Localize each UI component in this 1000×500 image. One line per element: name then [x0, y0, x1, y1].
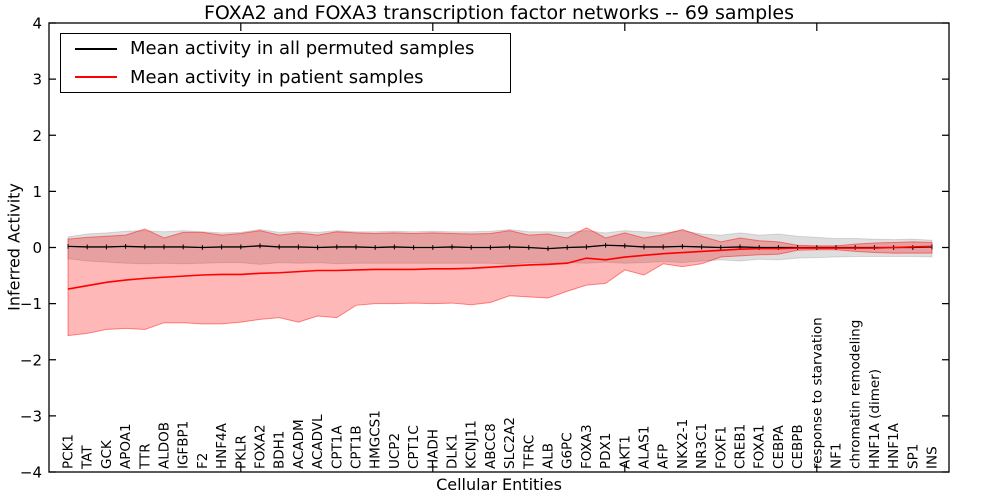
y-tick-label: 2	[32, 127, 42, 145]
x-category-label: HNF4A	[214, 422, 230, 469]
x-category-label: NR3C1	[694, 423, 710, 469]
patient-mean-line	[67, 245, 933, 290]
y-tick-label: 4	[32, 15, 42, 33]
x-category-label: TFRC	[521, 435, 537, 470]
legend-item-patient: Mean activity in patient samples	[61, 63, 510, 91]
axis-ticks	[49, 22, 949, 473]
x-category-label: HNF1A	[886, 422, 902, 469]
x-category-label: FOXA1	[752, 424, 768, 469]
x-category-label: CPT1A	[329, 425, 345, 469]
x-category-label: chromatin remodeling	[848, 320, 864, 469]
x-category-label: PKLR	[233, 435, 249, 469]
x-category-label: UCP2	[387, 433, 403, 469]
y-tick-label: −1	[20, 295, 42, 313]
x-category-label: AKT1	[617, 435, 633, 469]
y-tick-label: −3	[20, 407, 42, 425]
x-category-label: SP1	[905, 444, 921, 469]
x-category-label: SLC2A2	[502, 417, 518, 469]
x-category-label: NF1	[829, 443, 845, 469]
x-category-label: FOXA2	[253, 424, 269, 469]
x-category-label: KCNJ11	[464, 420, 480, 469]
y-tick-label: −2	[20, 351, 42, 369]
x-category-label: IGFBP1	[176, 421, 192, 469]
x-category-label: PDX1	[598, 433, 614, 469]
x-category-label: ALDOB	[157, 422, 173, 469]
x-category-label: DLK1	[445, 434, 461, 469]
x-category-label: HADH	[425, 429, 441, 469]
x-category-label: PCK1	[61, 434, 77, 469]
x-category-label: ABCC8	[483, 423, 499, 469]
patient-line-swatch	[75, 76, 117, 79]
x-category-label: TAT	[80, 445, 96, 470]
x-category-label: GCK	[99, 439, 115, 469]
x-category-label: CREB1	[733, 424, 749, 469]
legend-item-permuted: Mean activity in all permuted samples	[61, 35, 510, 63]
x-category-label: FOXF1	[713, 426, 729, 469]
x-category-label: response to starvation	[809, 317, 825, 469]
y-tick-label: 0	[32, 239, 42, 257]
x-category-label: BDH1	[272, 431, 288, 469]
permuted-line-swatch	[75, 47, 117, 50]
y-tick-label: −4	[20, 464, 42, 482]
x-category-label: AFP	[656, 444, 672, 469]
y-tick-label: 1	[32, 183, 42, 201]
legend-box: Mean activity in all permuted samples Me…	[60, 33, 511, 93]
x-category-label: TTR	[137, 443, 153, 470]
x-category-label: CPT1C	[406, 425, 422, 469]
x-category-label: ALB	[541, 443, 557, 469]
x-category-label: ACADM	[291, 419, 307, 469]
x-category-label: HMGCS1	[368, 410, 384, 469]
x-category-label: CEBPA	[771, 425, 787, 469]
x-category-label: F2	[195, 453, 211, 469]
x-category-label: ALAS1	[637, 426, 653, 469]
legend-label-permuted: Mean activity in all permuted samples	[130, 38, 475, 60]
permuted-mean-line	[67, 244, 933, 250]
x-category-label: APOA1	[118, 423, 134, 469]
x-category-label: INS	[925, 446, 941, 469]
legend-label-patient: Mean activity in patient samples	[130, 66, 424, 88]
chart-title: FOXA2 and FOXA3 transcription factor net…	[203, 2, 795, 24]
x-category-label: NKX2-1	[675, 419, 691, 469]
x-category-label: CPT1B	[349, 425, 365, 469]
x-category-label: CEBPB	[790, 424, 806, 469]
y-axis-label: Inferred Activity	[4, 183, 24, 311]
x-category-label: G6PC	[560, 432, 576, 469]
x-category-label: FOXA3	[579, 424, 595, 469]
x-category-label: ACADVL	[310, 414, 326, 469]
patient-std-band	[67, 227, 933, 337]
x-category-label: HNF1A (dimer)	[867, 369, 883, 469]
y-tick-label: 3	[32, 71, 42, 89]
x-axis-label: Cellular Entities	[436, 475, 562, 494]
